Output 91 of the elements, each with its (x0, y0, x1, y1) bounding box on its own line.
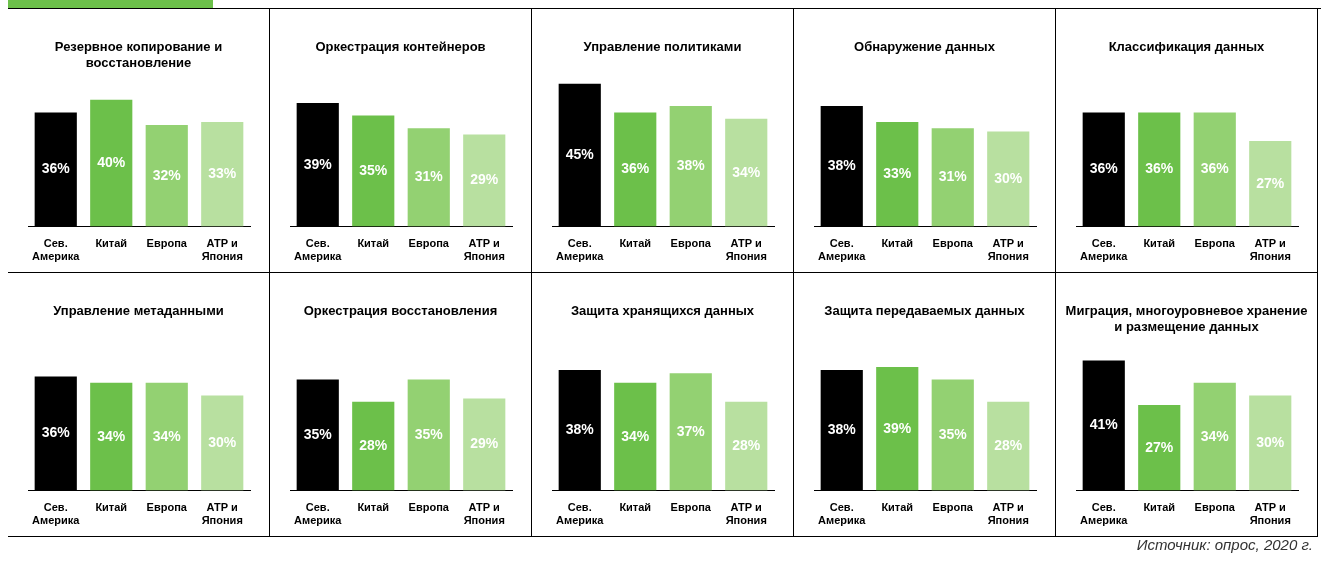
x-tick-label: Европа (932, 501, 974, 514)
chart-title: Управление политиками (583, 39, 742, 55)
data-label: 34% (732, 163, 761, 180)
data-label: 41% (1089, 416, 1119, 433)
x-tick-label: Китай (619, 501, 652, 514)
data-label: 39% (883, 419, 912, 436)
data-label: 37% (676, 422, 706, 439)
x-tick-label: АТР и Япония (463, 501, 505, 527)
data-label: 36% (41, 160, 71, 177)
data-label: 32% (152, 166, 182, 183)
data-label: 36% (41, 424, 71, 441)
data-label: 36% (621, 160, 650, 177)
x-tick-label: Европа (408, 237, 450, 250)
x-tick-label: Сев. Америка (1080, 501, 1129, 527)
data-label: 38% (565, 421, 595, 438)
x-tick-label: АТР и Япония (987, 501, 1029, 527)
data-label: 30% (994, 169, 1023, 186)
data-label: 31% (414, 168, 444, 185)
x-tick-label: Сев. Америка (1080, 237, 1129, 263)
data-label: 34% (152, 427, 182, 444)
data-label: 35% (938, 425, 968, 442)
x-tick-label: Китай (1143, 237, 1176, 250)
chart-title: Защита передаваемых данных (824, 303, 1025, 319)
x-tick-label: Китай (881, 501, 914, 514)
x-tick-label: АТР и Япония (201, 237, 243, 263)
chart-title: Резервное копирование и восстановление (53, 39, 224, 71)
x-tick-label: Китай (95, 501, 128, 514)
data-label: 28% (994, 437, 1023, 454)
x-tick-label: Европа (408, 501, 450, 514)
x-tick-label: Европа (146, 237, 188, 250)
x-tick-label: АТР и Япония (987, 237, 1029, 263)
x-tick-label: Сев. Америка (556, 237, 605, 263)
chart-title: Оркестрация контейнеров (315, 39, 486, 55)
chart-title: Классификация данных (1108, 39, 1265, 55)
data-label: 33% (883, 165, 912, 182)
x-tick-label: АТР и Япония (201, 501, 243, 527)
data-label: 29% (470, 435, 499, 452)
data-label: 38% (827, 421, 857, 438)
x-tick-label: Китай (619, 237, 652, 250)
x-tick-label: Китай (881, 237, 914, 250)
chart-title: Оркестрация восстановления (303, 303, 498, 319)
data-label: 34% (97, 427, 126, 444)
x-tick-label: Сев. Америка (294, 501, 343, 527)
data-label: 45% (565, 146, 595, 163)
data-label: 36% (1089, 160, 1119, 177)
data-label: 27% (1256, 174, 1285, 191)
data-label: 36% (1200, 160, 1230, 177)
data-label: 30% (1256, 433, 1285, 450)
data-label: 31% (938, 168, 968, 185)
x-tick-label: Сев. Америка (556, 501, 605, 527)
x-tick-label: Сев. Америка (818, 237, 867, 263)
data-label: 39% (303, 155, 333, 172)
data-label: 28% (359, 437, 388, 454)
x-tick-label: Европа (146, 501, 188, 514)
x-tick-label: Сев. Америка (32, 237, 81, 263)
data-label: 35% (303, 425, 333, 442)
x-tick-label: АТР и Япония (1249, 501, 1291, 527)
x-tick-label: Европа (1194, 501, 1236, 514)
x-tick-label: АТР и Япония (725, 237, 767, 263)
data-label: 35% (414, 425, 444, 442)
data-label: 34% (621, 427, 650, 444)
data-label: 38% (676, 157, 706, 174)
x-tick-label: Европа (670, 237, 712, 250)
data-label: 34% (1200, 427, 1230, 444)
x-tick-label: АТР и Япония (725, 501, 767, 527)
x-tick-label: Европа (932, 237, 974, 250)
x-tick-label: Европа (670, 501, 712, 514)
data-label: 29% (470, 171, 499, 188)
chart-title: Защита хранящихся данных (570, 303, 755, 319)
data-label: 35% (359, 161, 388, 178)
x-tick-label: АТР и Япония (463, 237, 505, 263)
chart-title: Обнаружение данных (854, 39, 995, 55)
data-label: 38% (827, 157, 857, 174)
x-tick-label: АТР и Япония (1249, 237, 1291, 263)
data-label: 40% (97, 154, 126, 171)
x-tick-label: Китай (357, 237, 390, 250)
x-tick-label: Сев. Америка (818, 501, 867, 527)
chart-title: Миграция, многоуровневое хранение и размещение данных (1064, 303, 1309, 335)
x-tick-label: Сев. Америка (32, 501, 81, 527)
x-tick-label: Европа (1194, 237, 1236, 250)
x-tick-label: Китай (1143, 501, 1176, 514)
chart-title: Управление метаданными (53, 303, 224, 319)
data-label: 27% (1145, 438, 1174, 455)
text: Источник: опрос, 2020 г. (1135, 536, 1313, 553)
data-label: 33% (208, 165, 237, 182)
x-tick-label: Китай (357, 501, 390, 514)
data-label: 36% (1145, 160, 1174, 177)
x-tick-label: Китай (95, 237, 128, 250)
data-label: 30% (208, 433, 237, 450)
x-tick-label: Сев. Америка (294, 237, 343, 263)
data-label: 28% (732, 437, 761, 454)
